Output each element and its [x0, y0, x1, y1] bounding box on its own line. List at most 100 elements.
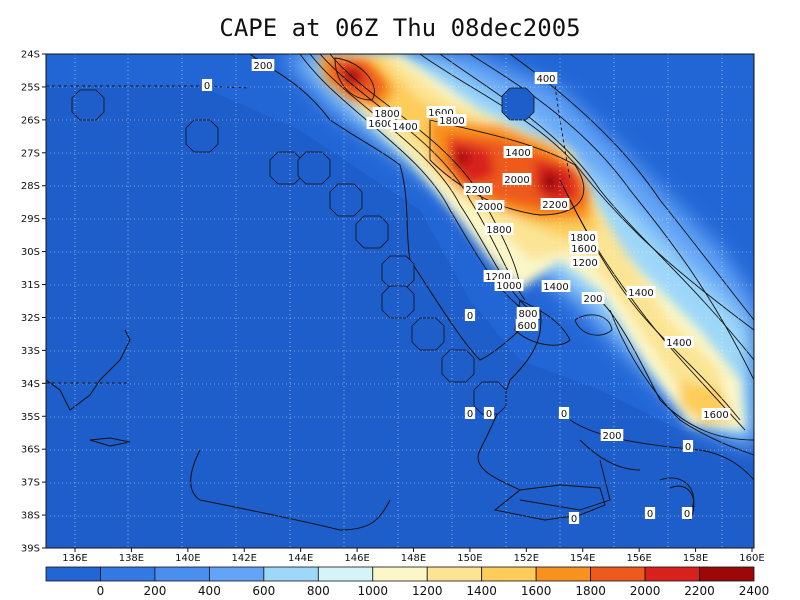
svg-text:800: 800: [518, 309, 537, 320]
svg-text:1800: 1800: [439, 116, 464, 127]
contour-label: 1800: [568, 231, 598, 244]
state-borders: [46, 85, 571, 384]
svg-text:1600: 1600: [428, 108, 453, 119]
svg-text:0: 0: [467, 409, 473, 420]
svg-text:1400: 1400: [543, 282, 568, 293]
colorbar-swatch: [208, 566, 265, 582]
colorbar-label: 200: [143, 584, 166, 598]
y-tick-label: 32S: [21, 313, 40, 324]
map-title: CAPE at 06Z Thu 08dec2005: [219, 14, 581, 42]
y-tick-label: 35S: [21, 412, 40, 423]
contour-label: 200: [600, 429, 624, 442]
x-tick-label: 152E: [514, 553, 539, 564]
y-tick-label: 38S: [21, 511, 40, 522]
colorbar-label: 0: [97, 584, 105, 598]
svg-text:1600: 1600: [703, 410, 728, 421]
svg-text:2000: 2000: [504, 175, 529, 186]
contour-label: 2200: [540, 198, 570, 211]
x-tick-label: 160E: [739, 553, 764, 564]
y-tick-label: 29S: [21, 214, 40, 225]
svg-text:1400: 1400: [666, 338, 691, 349]
colorbar-label: 1000: [357, 584, 388, 598]
colorbar-swatch: [644, 566, 700, 582]
contour-label: 800: [516, 307, 540, 320]
svg-text:1400: 1400: [392, 122, 417, 133]
colorbar-swatch: [699, 566, 755, 582]
colorbar-swatch: [45, 566, 101, 582]
x-tick-label: 150E: [457, 553, 482, 564]
colorbar-label: 1400: [466, 584, 497, 598]
colorbar-label: 1600: [521, 584, 552, 598]
colorbar-swatch: [263, 566, 319, 582]
contour-label-layer: 2000400180016001400160018001400200022002…: [201, 59, 731, 525]
colorbar-swatch: [154, 566, 210, 582]
y-tick-label: 28S: [21, 181, 40, 192]
colorbar-label: 2000: [630, 584, 661, 598]
x-axis: 136E 138E 140E 142E 144E 146E 148E 150E 152E 154E…: [62, 548, 765, 564]
y-tick-label: 36S: [21, 445, 40, 456]
svg-text:0: 0: [571, 514, 577, 525]
colorbar-swatch: [426, 566, 483, 582]
svg-text:1200: 1200: [572, 258, 597, 269]
x-tick-label: 148E: [401, 553, 426, 564]
x-tick-label: 156E: [626, 553, 651, 564]
x-tick-label: 140E: [175, 553, 200, 564]
svg-text:2200: 2200: [465, 185, 490, 196]
contour-label: 1600: [701, 408, 731, 421]
y-tick-label: 33S: [21, 346, 40, 357]
contour-label: 1800: [437, 114, 467, 127]
colorbar-label: 600: [252, 584, 275, 598]
colorbar-swatch: [372, 566, 428, 582]
contour-label: 1400: [664, 336, 694, 349]
y-tick-label: 26S: [21, 115, 40, 126]
x-tick-label: 138E: [119, 553, 144, 564]
contour-label: 0: [568, 512, 580, 525]
svg-text:2200: 2200: [542, 200, 567, 211]
y-axis: 24S 25S 26S 27S 28S 29S 30S 31S 32S 33S 34S 35S 36S 3…: [21, 50, 46, 555]
contour-label: 0: [201, 79, 213, 92]
colorbar-swatch: [590, 566, 646, 582]
colorbar-label: 1200: [412, 584, 443, 598]
contour-label: 200: [581, 292, 605, 305]
contour-label: 0: [681, 507, 693, 520]
x-tick-label: 154E: [570, 553, 595, 564]
y-tick-label: 39S: [21, 544, 40, 555]
contour-label: 1400: [541, 280, 571, 293]
colorbar-swatch: [535, 566, 592, 582]
svg-text:0: 0: [684, 509, 690, 520]
contour-label: 1400: [390, 120, 420, 133]
x-tick-label: 144E: [288, 553, 313, 564]
svg-text:1400: 1400: [505, 148, 530, 159]
svg-text:0: 0: [647, 509, 653, 520]
svg-text:1800: 1800: [570, 233, 595, 244]
svg-text:1800: 1800: [374, 109, 399, 120]
colorbar-label: 1800: [575, 584, 606, 598]
x-tick-label: 146E: [344, 553, 369, 564]
contour-label: 1000: [494, 279, 524, 292]
x-tick-label: 142E: [232, 553, 257, 564]
svg-text:0: 0: [204, 81, 210, 92]
contour-label: 0: [483, 407, 495, 420]
colorbar-swatch: [317, 566, 374, 582]
contour-label: 2200: [463, 183, 493, 196]
svg-text:0: 0: [486, 409, 492, 420]
svg-text:1400: 1400: [628, 288, 653, 299]
svg-text:400: 400: [536, 74, 555, 85]
y-tick-label: 24S: [21, 50, 40, 61]
coastline: [46, 54, 695, 531]
contour-label: 1600: [569, 242, 599, 255]
contour-label: 1200: [570, 256, 600, 269]
contour-label: 0: [464, 407, 476, 420]
svg-text:1800: 1800: [486, 225, 511, 236]
y-tick-label: 37S: [21, 478, 40, 489]
svg-text:1600: 1600: [571, 244, 596, 255]
contour-label: 400: [534, 72, 558, 85]
x-tick-label: 158E: [683, 553, 708, 564]
y-tick-label: 27S: [21, 148, 40, 159]
y-tick-label: 31S: [21, 280, 40, 291]
contour-label: 0: [558, 407, 570, 420]
svg-text:200: 200: [253, 61, 272, 72]
svg-text:0: 0: [467, 311, 473, 322]
colorbar-label: 800: [307, 584, 330, 598]
